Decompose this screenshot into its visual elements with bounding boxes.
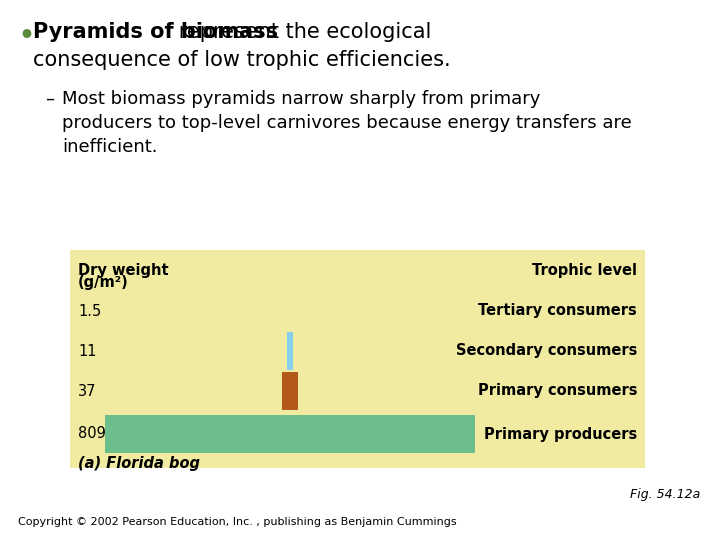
Text: Dry weight: Dry weight [78,263,168,278]
Text: Primary producers: Primary producers [484,427,637,442]
Text: represent the ecological: represent the ecological [33,22,431,42]
Text: Secondary consumers: Secondary consumers [456,343,637,359]
Text: (g/m²): (g/m²) [78,275,129,290]
Text: 1.5: 1.5 [78,303,102,319]
Text: Most biomass pyramids narrow sharply from primary: Most biomass pyramids narrow sharply fro… [62,90,541,108]
Text: Trophic level: Trophic level [532,263,637,278]
Text: inefficient.: inefficient. [62,138,158,156]
Text: •: • [18,24,34,48]
Bar [105,415,475,453]
Text: Tertiary consumers: Tertiary consumers [478,303,637,319]
Text: Copyright © 2002 Pearson Education, Inc. , publishing as Benjamin Cummings: Copyright © 2002 Pearson Education, Inc.… [18,517,456,527]
Text: Pyramids of biomass: Pyramids of biomass [33,22,278,42]
Text: 11: 11 [78,343,96,359]
Text: consequence of low trophic efficiencies.: consequence of low trophic efficiencies. [33,50,451,70]
Text: 37: 37 [78,383,96,399]
Text: producers to top-level carnivores because energy transfers are: producers to top-level carnivores becaus… [62,114,631,132]
Bar [282,372,299,410]
Text: (a) Florida bog: (a) Florida bog [78,456,200,471]
Text: 809: 809 [78,427,106,442]
Text: Fig. 54.12a: Fig. 54.12a [630,488,700,501]
Text: Primary consumers: Primary consumers [477,383,637,399]
Bar [287,332,292,370]
Text: –: – [45,90,54,108]
